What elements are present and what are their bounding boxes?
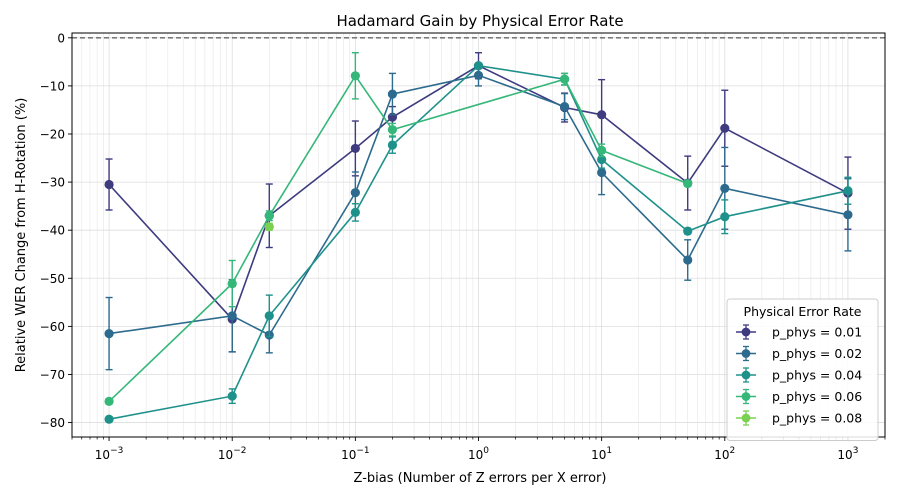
y-tick-label: −50 [40, 272, 65, 286]
data-point [720, 183, 730, 193]
data-point [720, 123, 730, 133]
legend-handle-marker [741, 327, 751, 337]
data-point [104, 396, 114, 407]
data-point [473, 61, 484, 71]
data-point [104, 179, 114, 190]
data-point [264, 211, 274, 221]
data-point [597, 145, 607, 155]
data-point [387, 140, 398, 150]
data-point [104, 414, 114, 424]
series-4 [104, 52, 693, 407]
legend-handle-marker [741, 392, 751, 401]
legend-box [726, 298, 879, 441]
y-axis-label: Relative WER Change from H-Rotation (%) [14, 98, 29, 373]
series-5 [264, 222, 274, 232]
legend-handle-marker [741, 370, 751, 380]
legend-entry-label: p_phys = 0.04 [772, 368, 862, 383]
data-point [683, 255, 693, 265]
legend-handle-marker [741, 413, 751, 423]
legend-entry-label: p_phys = 0.06 [772, 389, 862, 404]
y-axis-ticks: 0 −10 −20 −30 −40 −50 −60 −70 −80 [40, 31, 72, 430]
x-tick-label: 103 [837, 446, 858, 462]
data-point [843, 210, 853, 220]
y-tick-label: −80 [40, 416, 65, 430]
y-tick-label: −10 [40, 79, 65, 93]
data-point [843, 186, 853, 196]
y-tick-label: −40 [40, 224, 65, 238]
x-tick-label: 102 [714, 446, 735, 462]
legend-entry-label: p_phys = 0.08 [772, 411, 862, 426]
data-point [387, 125, 398, 135]
data-point [559, 74, 570, 84]
y-tick-label: 0 [57, 31, 65, 45]
legend-entry-label: p_phys = 0.01 [772, 325, 862, 340]
data-point [350, 71, 360, 81]
data-point [227, 311, 237, 321]
data-point [350, 188, 360, 198]
x-axis-ticks: 10−3 10−2 10−1 100 101 102 103 [71, 437, 886, 462]
data-point [683, 226, 693, 236]
data-point [473, 70, 484, 80]
y-tick-label: −70 [40, 368, 65, 382]
data-point [720, 212, 730, 222]
minor-grid [71, 33, 886, 437]
x-tick-label: 10−1 [341, 446, 370, 462]
x-tick-label: 10−2 [218, 446, 247, 462]
y-tick-label: −60 [40, 320, 65, 334]
data-point [350, 143, 360, 154]
chart-title: Hadamard Gain by Physical Error Rate [336, 12, 623, 30]
data-point [597, 167, 607, 178]
data-point [350, 207, 360, 217]
x-tick-label: 101 [591, 446, 612, 462]
data-point [104, 328, 114, 339]
data-point [227, 278, 237, 289]
y-tick-label: −30 [40, 176, 65, 190]
legend: Physical Error Rate p_phys = 0.01 p_phys =… [726, 298, 879, 441]
legend-entry-label: p_phys = 0.02 [772, 346, 862, 361]
legend-title: Physical Error Rate [744, 304, 862, 319]
data-point [227, 391, 237, 401]
data-point [559, 101, 570, 112]
legend-handle-marker [741, 349, 751, 358]
x-tick-label: 10−3 [95, 446, 124, 462]
data-point [264, 222, 274, 232]
series-2 [104, 64, 853, 371]
data-point [597, 110, 607, 120]
series-layer [104, 52, 853, 424]
data-point [264, 311, 274, 321]
y-tick-label: −20 [40, 128, 65, 142]
data-point [387, 89, 398, 99]
series-line [108, 74, 688, 402]
data-point [683, 178, 693, 189]
x-axis-label: Z-bias (Number of Z errors per X error) [354, 471, 607, 486]
x-tick-label: 100 [468, 446, 489, 462]
